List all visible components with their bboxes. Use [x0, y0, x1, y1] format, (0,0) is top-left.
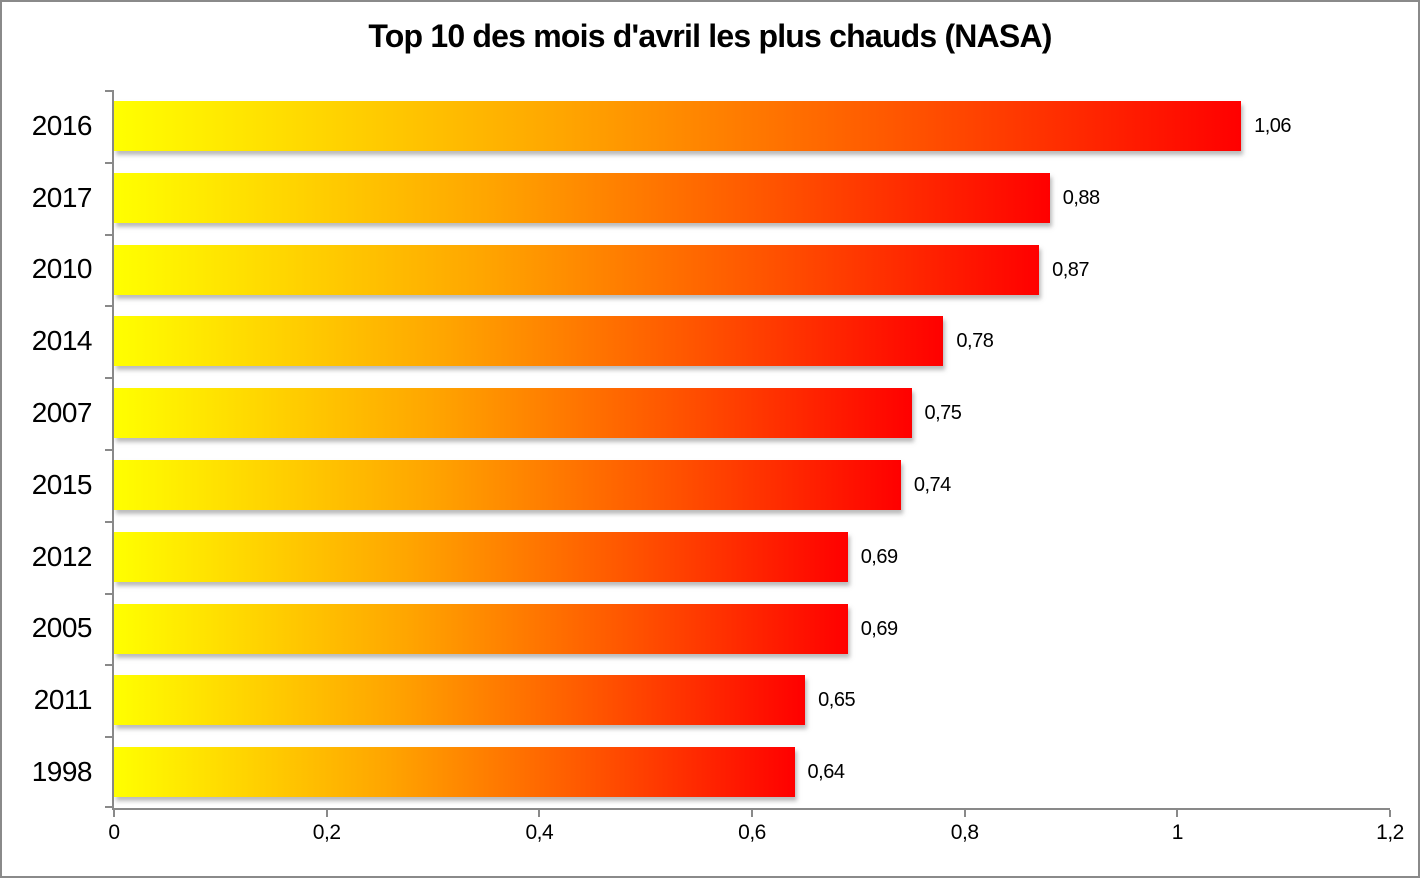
- x-axis-tick-label: 1,2: [1376, 821, 1404, 844]
- bar-2016: [114, 101, 1242, 151]
- x-axis-tick: [1389, 810, 1391, 817]
- bar-value-label-2014: 0,78: [956, 330, 994, 353]
- x-axis-tick: [751, 810, 753, 817]
- chart-row-2017: 0,88: [114, 162, 1390, 234]
- x-axis-tick-label: 0: [108, 821, 120, 844]
- bar-2010: [114, 244, 1040, 295]
- y-axis-tick: [105, 377, 112, 380]
- x-axis-tick-label: 0,2: [312, 821, 341, 844]
- bar-2012: [114, 531, 848, 582]
- y-axis-label-2016: 2016: [31, 109, 93, 141]
- x-axis-tick: [113, 810, 115, 817]
- chart-row-1998: 0,64: [114, 736, 1390, 808]
- chart-row-2005: 0,69: [114, 593, 1390, 665]
- y-axis-tick: [105, 664, 112, 667]
- y-axis-label-1998: 1998: [31, 756, 93, 788]
- y-axis-tick: [105, 449, 112, 451]
- y-axis-label-2007: 2007: [31, 397, 93, 429]
- y-axis-label-2012: 2012: [31, 540, 93, 572]
- chart-row-2007: 0,75: [114, 377, 1390, 449]
- bar-value-label-2012: 0,69: [860, 545, 898, 568]
- y-axis-tick: [105, 233, 112, 236]
- bar-2015: [114, 459, 901, 510]
- y-axis-label-2005: 2005: [31, 612, 93, 644]
- y-axis-tick: [105, 520, 112, 523]
- bar-value-label-2011: 0,65: [818, 689, 856, 712]
- bar-value-label-1998: 0,64: [807, 761, 845, 784]
- bar-value-label-2010: 0,87: [1052, 258, 1090, 281]
- y-axis-tick: [105, 90, 112, 92]
- y-axis-tick: [105, 305, 112, 308]
- x-axis-tick: [963, 810, 966, 817]
- x-axis-tick-label: 1: [1171, 821, 1184, 844]
- plot-area: 1,06 0,88 0,87 0,78 0,75 0,74 0,69 0,69 0,65 0,64…: [105, 90, 1404, 844]
- chart-row-2015: 0,74: [114, 449, 1390, 521]
- x-axis-tick: [325, 810, 328, 817]
- bar-2007: [114, 388, 912, 439]
- x-axis-tick-label: 0,8: [950, 821, 979, 844]
- chart-row-2016: 1,06: [114, 90, 1390, 162]
- chart-row-2012: 0,69: [114, 521, 1390, 593]
- y-axis-labels: 2016 2017 2010 2014 2007 2015 2012 2005 2011 1998: [2, 90, 93, 808]
- bar-1998: [114, 747, 795, 798]
- bar-value-label-2017: 0,88: [1062, 186, 1100, 209]
- x-axis-tick: [1176, 810, 1179, 817]
- x-axis-tick: [538, 810, 541, 817]
- y-axis-label-2015: 2015: [31, 468, 93, 500]
- y-axis-label-2014: 2014: [31, 325, 93, 357]
- bar-value-label-2007: 0,75: [924, 402, 962, 425]
- bar-2011: [114, 675, 806, 726]
- y-axis-label-2010: 2010: [31, 253, 93, 285]
- chart-row-2011: 0,65: [114, 664, 1390, 736]
- bar-2005: [114, 603, 848, 654]
- bar-value-label-2015: 0,74: [913, 473, 951, 496]
- y-axis-tick: [105, 806, 112, 808]
- chart-row-2010: 0,87: [114, 234, 1390, 306]
- y-axis-tick: [105, 736, 112, 739]
- chart-title: Top 10 des mois d'avril les plus chauds …: [368, 18, 1052, 54]
- y-axis-label-2017: 2017: [31, 181, 93, 213]
- y-axis-tick: [105, 592, 112, 595]
- bar-2017: [114, 172, 1050, 223]
- y-axis-label-2011: 2011: [33, 684, 93, 716]
- y-axis-tick: [105, 161, 112, 164]
- x-axis-tick-label: 0,4: [525, 821, 554, 844]
- bar-value-label-2016: 1,06: [1254, 115, 1292, 137]
- chart-row-2014: 0,78: [114, 305, 1390, 377]
- x-axis-tick-label: 0,6: [738, 821, 766, 844]
- bar-value-label-2005: 0,69: [860, 617, 898, 640]
- bar-2014: [114, 316, 944, 367]
